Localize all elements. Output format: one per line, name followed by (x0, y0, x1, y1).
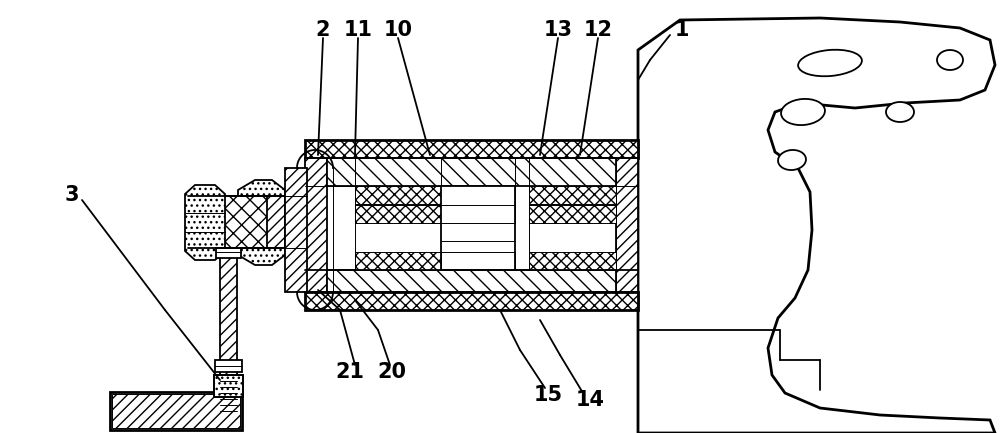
Ellipse shape (781, 99, 825, 125)
Bar (327, 270, 616, 292)
Text: 3: 3 (65, 185, 79, 205)
Bar (215, 360, 242, 372)
Bar (355, 205, 441, 223)
Bar (455, 186, 515, 204)
Bar (529, 252, 616, 270)
Ellipse shape (937, 50, 963, 70)
Polygon shape (185, 185, 225, 260)
Bar (305, 292, 638, 310)
Bar (305, 140, 638, 158)
Ellipse shape (778, 150, 806, 170)
Bar (305, 158, 327, 292)
Text: 2: 2 (316, 20, 330, 40)
Bar (529, 186, 616, 204)
Bar (112, 394, 240, 428)
Text: 1: 1 (675, 20, 689, 40)
Text: 21: 21 (336, 362, 364, 382)
Bar (285, 168, 307, 292)
Text: 15: 15 (533, 385, 563, 405)
Text: 10: 10 (384, 20, 413, 40)
Bar (110, 392, 242, 430)
Bar (616, 158, 638, 292)
Ellipse shape (798, 50, 862, 76)
Bar (214, 375, 243, 397)
Bar (455, 252, 515, 270)
Text: 13: 13 (544, 20, 572, 40)
Bar (441, 186, 515, 270)
Text: 12: 12 (584, 20, 612, 40)
Bar (214, 375, 243, 397)
Bar (220, 255, 237, 375)
Polygon shape (238, 180, 285, 265)
Bar (188, 196, 285, 248)
Text: 20: 20 (378, 362, 406, 382)
Bar (327, 158, 616, 186)
Text: 14: 14 (576, 390, 604, 410)
Text: 11: 11 (344, 20, 372, 40)
Bar (215, 196, 267, 248)
Polygon shape (638, 18, 995, 433)
Bar (355, 252, 441, 270)
Bar (216, 248, 241, 258)
Bar (455, 205, 515, 223)
Bar (355, 186, 441, 204)
Ellipse shape (886, 102, 914, 122)
Bar (529, 205, 616, 223)
